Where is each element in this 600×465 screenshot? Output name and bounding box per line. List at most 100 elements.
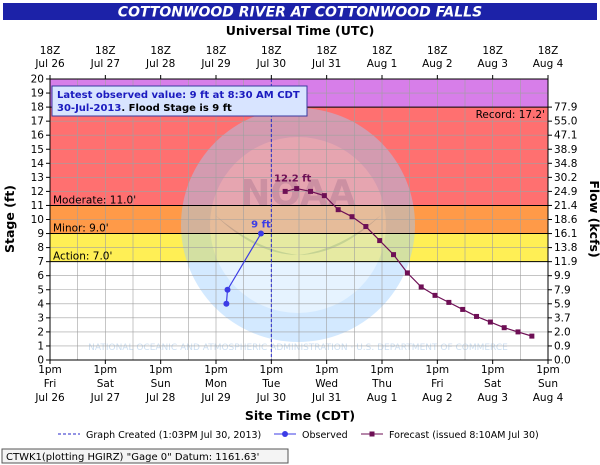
right-tick-label: 18.6 [554,214,578,226]
left-tick-label: 7 [37,256,44,268]
top-tick-date: Aug 2 [422,58,453,70]
top-tick-date: Jul 26 [34,58,65,70]
left-tick-label: 13 [31,172,44,184]
left-tick-label: 18 [31,102,44,114]
observed-point [224,286,231,293]
bottom-tick-day: Fri [431,378,444,390]
bottom-tick-time: 1pm [204,364,228,376]
bottom-axis-label: Site Time (CDT) [245,408,355,423]
bottom-tick-time: 1pm [481,364,505,376]
bottom-tick-date: Aug 2 [422,392,453,404]
top-axis-label: Universal Time (UTC) [226,23,375,38]
top-tick-time: 18Z [150,45,171,57]
top-tick-time: 18Z [482,45,503,57]
top-tick-time: 18Z [95,45,116,57]
bottom-tick-date: Jul 28 [145,392,175,404]
bottom-tick-day: Sat [97,378,114,390]
bottom-tick-day: Sat [484,378,501,390]
bottom-tick-time: 1pm [260,364,284,376]
legend-graph-created: Graph Created (1:03PM Jul 30, 2013) [86,430,261,441]
left-tick-label: 9 [37,228,44,240]
forecast-point [363,224,369,230]
left-tick-label: 12 [31,186,44,198]
top-tick-date: Aug 3 [477,58,508,70]
forecast-point [321,193,327,199]
bottom-tick-day: Thu [371,378,392,390]
forecast-point [529,333,535,339]
top-tick-time: 18Z [427,45,448,57]
latest-value-box: Latest observed value: 9 ft at 8:30 AM C… [51,85,308,117]
forecast-point [308,188,314,194]
left-tick-label: 5 [37,284,44,296]
forecast-point [474,313,480,319]
top-tick-time: 18Z [261,45,282,57]
right-tick-label: 55.0 [554,116,577,128]
chart-title: COTTONWOOD RIVER AT COTTONWOOD FALLS [118,5,482,21]
threshold-label-minor: Minor: 9.0' [53,223,109,235]
right-tick-label: 3.7 [554,312,571,324]
top-tick-date: Jul 27 [90,58,120,70]
svg-text:30-Jul-2013. Flood Stage is 9: 30-Jul-2013. Flood Stage is 9 ft [57,103,232,114]
right-tick-label: 0.0 [554,355,571,367]
right-axis-label: Flow (kcfs) [587,180,600,257]
bottom-tick-date: Jul 26 [34,392,65,404]
forecast-point [446,299,452,305]
threshold-label-moderate: Moderate: 11.0' [53,194,136,206]
bottom-tick-day: Wed [315,378,338,390]
bottom-tick-date: Jul 31 [311,392,341,404]
right-tick-label: 16.1 [554,228,577,240]
latest-value-line1: Latest observed value: 9 ft at 8:30 AM C… [57,90,300,101]
bottom-tick-date: Jul 30 [256,392,286,404]
top-tick-date: Aug 4 [533,58,564,70]
noaa-seal-text: NATIONAL OCEANIC AND ATMOSPHERIC ADMINIS… [88,343,508,353]
forecast-point [282,188,288,194]
top-tick-date: Jul 28 [145,58,175,70]
bottom-tick-day: Mon [205,378,227,390]
forecast-point [335,207,341,213]
top-tick-date: Jul 29 [200,58,230,70]
threshold-label-action: Action: 7.0' [53,251,112,263]
observed-point [223,300,230,307]
top-tick-time: 18Z [40,45,61,57]
title-bar [3,3,597,20]
forecast-point [501,325,507,331]
observed-peak-label: 9 ft [251,220,271,231]
latest-value-date: 30-Jul-2013 [57,103,121,114]
top-tick-date: Aug 1 [367,58,398,70]
bottom-tick-time: 1pm [370,364,394,376]
left-tick-label: 19 [31,88,44,100]
right-tick-label: 0.9 [554,340,571,352]
right-tick-label: 9.9 [554,270,571,282]
left-tick-label: 6 [37,270,44,282]
forecast-point [487,319,493,325]
right-tick-label: 21.4 [554,200,578,212]
top-tick-time: 18Z [372,45,393,57]
bottom-tick-time: 1pm [315,364,339,376]
legend-forecast: Forecast (issued 8:10AM Jul 30) [389,430,539,441]
bottom-tick-date: Jul 29 [200,392,230,404]
top-tick-time: 18Z [538,45,559,57]
forecast-point [418,284,424,290]
left-tick-label: 17 [31,116,44,128]
left-tick-label: 15 [31,144,44,156]
bottom-tick-date: Aug 4 [533,392,564,404]
left-tick-label: 4 [37,298,44,310]
bottom-tick-day: Tue [261,378,280,390]
forecast-point [349,214,355,220]
left-axis-label: Stage (ft) [2,185,17,253]
legend: Graph Created (1:03PM Jul 30, 2013) Obse… [58,430,539,441]
flood-stage-note: . Flood Stage is 9 ft [121,103,232,114]
left-tick-label: 10 [31,214,44,226]
forecast-point [432,292,438,298]
right-tick-label: 2.0 [554,326,571,338]
bottom-tick-day: Sun [151,378,171,390]
right-tick-label: 30.2 [554,172,577,184]
top-tick-date: Jul 30 [256,58,286,70]
left-tick-label: 2 [37,326,44,338]
forecast-point [404,270,410,276]
right-tick-label: 34.8 [554,158,577,170]
bottom-tick-time: 1pm [536,364,560,376]
left-tick-label: 8 [37,242,44,254]
left-tick-label: 11 [31,200,44,212]
bottom-tick-time: 1pm [149,364,173,376]
